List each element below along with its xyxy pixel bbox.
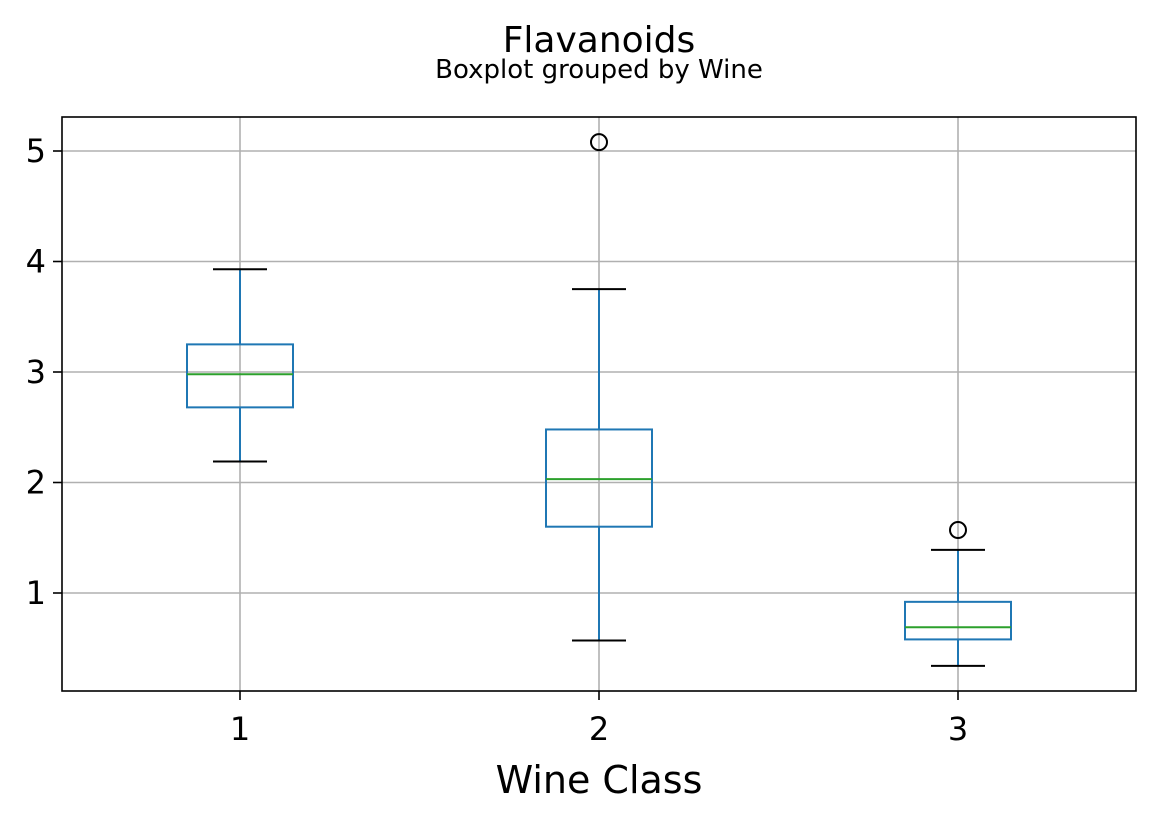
iqr-box	[545, 428, 653, 528]
iqr-box	[186, 343, 294, 409]
iqr-box	[904, 600, 1012, 641]
chart-subtitle: Boxplot grouped by Wine	[435, 55, 763, 85]
outlier-point	[949, 521, 967, 540]
y-tick-label: 5	[26, 132, 46, 170]
y-tick-label: 2	[26, 464, 46, 502]
x-axis-label: Wine Class	[496, 758, 703, 802]
y-tick-label: 1	[26, 574, 46, 612]
box-layer	[186, 133, 1012, 667]
y-tick-label: 4	[26, 243, 46, 281]
y-tick-label: 3	[26, 353, 46, 391]
chart-title: Flavanoids	[503, 20, 696, 61]
x-tick-label: 1	[230, 710, 250, 748]
x-tick-label: 3	[948, 710, 968, 748]
axis-ticks: 1 2 3 1 2 3 4 5	[26, 132, 969, 748]
x-tick-label: 2	[589, 710, 609, 748]
outlier-point	[590, 133, 608, 152]
